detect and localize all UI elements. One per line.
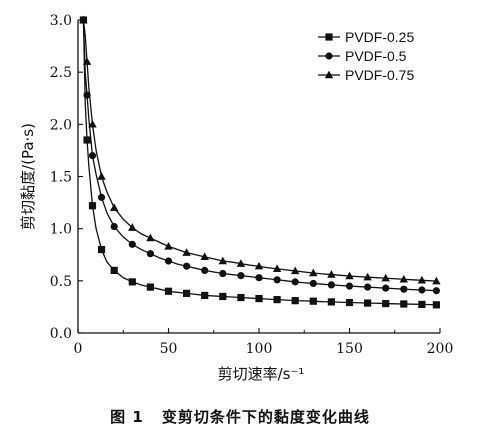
x-tick-label: 150 — [336, 341, 363, 357]
plot-area: 0 50 100 150 200 0.0 0.5 1.0 1.5 2.0 2.5 3.0 剪切速率/s⁻… — [19, 13, 453, 383]
data-point-PVDF-0.25 — [382, 299, 390, 308]
data-point-PVDF-0.5 — [418, 286, 426, 294]
x-tick-label: 0 — [74, 341, 83, 357]
x-tick-label: 100 — [246, 341, 273, 357]
data-point-PVDF-0.75 — [218, 256, 227, 265]
data-point-PVDF-0.75 — [110, 203, 119, 211]
data-point-PVDF-0.25 — [400, 300, 408, 308]
data-point-PVDF-0.5 — [273, 276, 281, 284]
data-point-PVDF-0.5 — [364, 283, 372, 291]
data-point-PVDF-0.75 — [345, 271, 354, 280]
data-point-PVDF-0.75 — [97, 172, 106, 180]
y-tick-label: 2.5 — [50, 65, 72, 81]
figure-caption: 图 1 变剪切条件下的黏度变化曲线 — [0, 406, 480, 427]
data-point-PVDF-0.75 — [254, 261, 264, 270]
data-point-PVDF-0.25 — [164, 287, 173, 295]
data-point-PVDF-0.5 — [237, 272, 245, 280]
data-point-PVDF-0.25 — [273, 296, 281, 304]
y-tick-label: 1.5 — [50, 170, 72, 186]
data-point-PVDF-0.75 — [363, 272, 372, 281]
data-point-PVDF-0.25 — [327, 298, 335, 306]
y-tick-label: 0.5 — [50, 274, 72, 290]
data-point-PVDF-0.25 — [88, 202, 97, 210]
data-point-PVDF-0.75 — [79, 15, 88, 24]
data-point-PVDF-0.5 — [146, 250, 154, 258]
data-point-PVDF-0.75 — [291, 266, 300, 275]
data-point-PVDF-0.25 — [432, 301, 440, 309]
figure-title: 变剪切条件下的黏度变化曲线 — [161, 408, 370, 426]
data-point-PVDF-0.75 — [309, 268, 318, 277]
data-point-PVDF-0.5 — [291, 278, 299, 286]
legend-label: PVDF-0.5 — [345, 48, 407, 64]
data-point-PVDF-0.75 — [417, 275, 427, 284]
data-point-PVDF-0.25 — [201, 291, 209, 300]
legend-label: PVDF-0.75 — [345, 67, 414, 83]
data-point-PVDF-0.5 — [382, 284, 390, 292]
data-point-PVDF-0.75 — [82, 57, 92, 65]
data-point-PVDF-0.75 — [164, 242, 173, 250]
data-point-PVDF-0.75 — [399, 274, 408, 283]
data-point-PVDF-0.75 — [182, 248, 191, 256]
data-point-PVDF-0.25 — [364, 299, 372, 307]
data-point-PVDF-0.25 — [237, 293, 245, 302]
data-point-PVDF-0.5 — [88, 152, 97, 160]
data-point-PVDF-0.25 — [97, 245, 106, 254]
y-axis-label: 剪切黏度/(Pa·s) — [19, 123, 37, 230]
data-point-PVDF-0.5 — [432, 287, 440, 295]
legend-label: PVDF-0.25 — [345, 29, 414, 45]
data-point-PVDF-0.75 — [272, 264, 282, 273]
y-tick-label: 3.0 — [50, 13, 72, 29]
data-point-PVDF-0.5 — [97, 193, 106, 201]
data-point-PVDF-0.25 — [128, 278, 136, 286]
data-point-PVDF-0.25 — [255, 294, 263, 303]
data-point-PVDF-0.75 — [88, 119, 97, 128]
data-point-PVDF-0.5 — [345, 282, 354, 290]
data-point-PVDF-0.25 — [309, 297, 317, 305]
data-point-PVDF-0.5 — [164, 257, 173, 265]
figure-number: 图 1 — [110, 408, 144, 426]
y-tick-label: 1.0 — [50, 222, 72, 238]
data-point-PVDF-0.25 — [219, 292, 227, 301]
data-point-PVDF-0.5 — [128, 240, 136, 248]
data-point-PVDF-0.75 — [146, 233, 155, 242]
data-point-PVDF-0.25 — [183, 289, 191, 297]
x-tick-label: 200 — [427, 341, 454, 357]
data-point-PVDF-0.75 — [432, 276, 441, 285]
legend-marker — [324, 70, 334, 79]
legend-marker — [325, 33, 333, 41]
data-point-PVDF-0.75 — [381, 273, 390, 282]
data-point-PVDF-0.75 — [327, 270, 336, 278]
data-point-PVDF-0.25 — [345, 298, 354, 307]
data-point-PVDF-0.5 — [327, 281, 335, 289]
data-point-PVDF-0.5 — [400, 285, 408, 293]
data-point-PVDF-0.25 — [291, 297, 299, 305]
data-point-PVDF-0.25 — [418, 300, 426, 309]
data-point-PVDF-0.75 — [200, 252, 209, 261]
data-point-PVDF-0.75 — [128, 223, 137, 231]
data-point-PVDF-0.25 — [110, 266, 118, 274]
x-axis-label: 剪切速率/s⁻¹ — [218, 365, 305, 383]
legend-marker — [325, 52, 333, 60]
y-tick-label: 0.0 — [50, 326, 72, 342]
data-point-PVDF-0.5 — [110, 222, 118, 231]
data-point-PVDF-0.5 — [201, 266, 209, 274]
data-point-PVDF-0.75 — [236, 259, 246, 267]
x-tick-label: 50 — [160, 341, 178, 357]
data-point-PVDF-0.5 — [255, 274, 263, 282]
data-point-PVDF-0.25 — [146, 283, 154, 291]
data-point-PVDF-0.5 — [309, 279, 317, 288]
data-point-PVDF-0.5 — [219, 269, 227, 278]
data-point-PVDF-0.5 — [183, 262, 191, 270]
data-point-PVDF-0.25 — [83, 136, 91, 144]
y-tick-label: 2.0 — [50, 117, 72, 133]
